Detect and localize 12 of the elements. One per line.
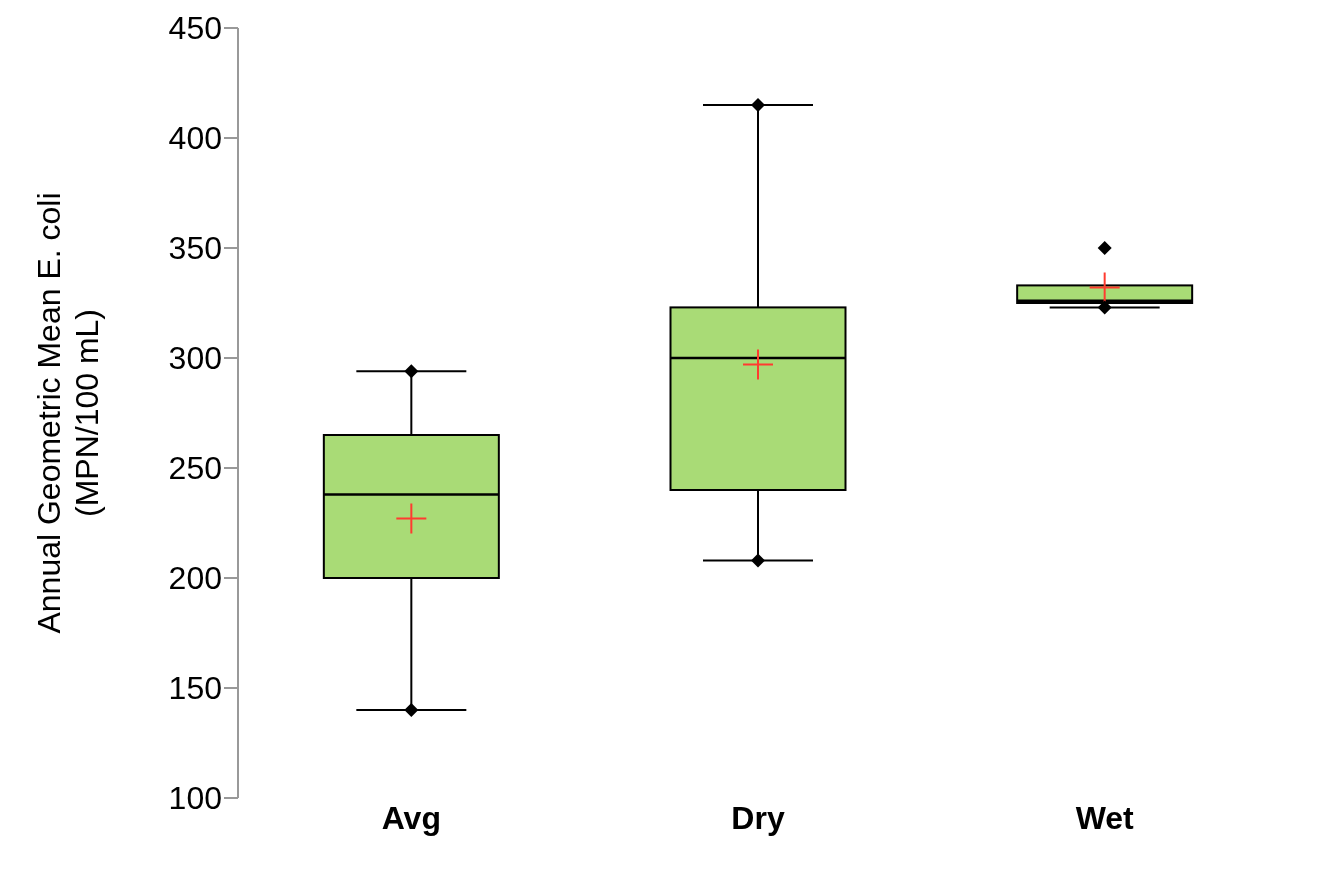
x-tick-label: Avg	[381, 799, 441, 836]
y-tick-label: 250	[168, 450, 222, 487]
x-tick-label: Dry	[731, 799, 785, 836]
x-tick-label: Wet	[1075, 799, 1135, 836]
y-tick-label: 400	[168, 120, 222, 157]
y-tick-label: 150	[168, 670, 222, 707]
y-tick-label: 350	[168, 230, 222, 267]
y-tick-label: 450	[168, 10, 222, 47]
y-tick-label: 300	[168, 340, 222, 377]
y-axis-title: Annual Geometric Mean E. coli (MPN/100 mL)	[31, 192, 105, 634]
y-tick-label: 200	[168, 560, 222, 597]
y-tick-label: 100	[168, 780, 222, 817]
